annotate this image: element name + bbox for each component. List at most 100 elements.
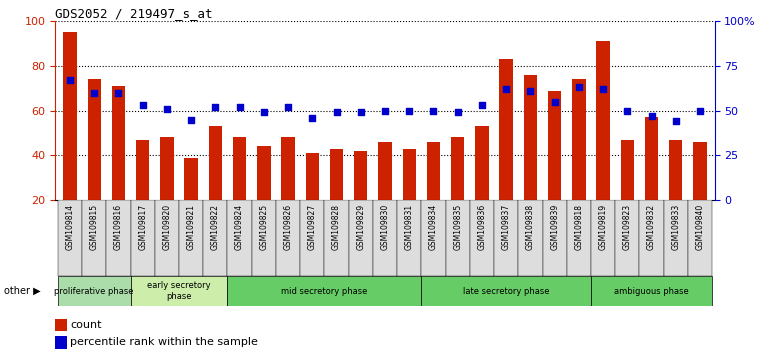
Bar	[55, 336, 67, 349]
Point	[670, 119, 682, 124]
Text: GSM109827: GSM109827	[308, 204, 316, 250]
Bar	[131, 200, 155, 276]
Text: GSM109833: GSM109833	[671, 204, 680, 250]
Text: GSM109840: GSM109840	[695, 204, 705, 250]
Bar	[112, 86, 125, 200]
Bar	[131, 276, 227, 306]
Text: GSM109834: GSM109834	[429, 204, 438, 250]
Bar	[88, 79, 101, 200]
Point	[476, 102, 488, 108]
Point	[427, 108, 440, 113]
Text: other ▶: other ▶	[4, 286, 41, 296]
Bar	[257, 147, 270, 200]
Point	[645, 113, 658, 119]
Text: proliferative phase: proliferative phase	[55, 287, 134, 296]
Text: GSM109831: GSM109831	[405, 204, 413, 250]
Bar	[354, 151, 367, 200]
Bar	[621, 140, 634, 200]
Point	[306, 115, 319, 121]
Text: GSM109823: GSM109823	[623, 204, 632, 250]
Bar	[209, 126, 222, 200]
Text: GDS2052 / 219497_s_at: GDS2052 / 219497_s_at	[55, 7, 213, 20]
Bar	[421, 200, 446, 276]
Bar	[373, 200, 397, 276]
Bar	[330, 149, 343, 200]
Bar	[572, 79, 585, 200]
Point	[112, 90, 125, 96]
Text: GSM109837: GSM109837	[502, 204, 511, 250]
Bar	[227, 276, 421, 306]
Bar	[203, 200, 227, 276]
Bar	[475, 126, 489, 200]
Bar	[664, 200, 688, 276]
Text: GSM109826: GSM109826	[283, 204, 293, 250]
Point	[573, 85, 585, 90]
Point	[597, 86, 609, 92]
Text: GSM109835: GSM109835	[454, 204, 462, 250]
Bar	[233, 137, 246, 200]
Bar	[155, 200, 179, 276]
Bar	[543, 200, 567, 276]
Bar	[397, 200, 421, 276]
Text: GSM109820: GSM109820	[162, 204, 172, 250]
Text: GSM109814: GSM109814	[65, 204, 75, 250]
Point	[451, 110, 464, 115]
Bar	[58, 276, 131, 306]
Bar	[252, 200, 276, 276]
Bar	[106, 200, 131, 276]
Point	[161, 106, 173, 112]
Text: GSM109830: GSM109830	[380, 204, 390, 250]
Point	[136, 102, 149, 108]
Bar	[518, 200, 543, 276]
Text: early secretory
phase: early secretory phase	[147, 281, 211, 301]
Bar	[227, 200, 252, 276]
Bar	[494, 200, 518, 276]
Bar	[639, 200, 664, 276]
Point	[621, 108, 634, 113]
Text: percentile rank within the sample: percentile rank within the sample	[70, 337, 258, 347]
Text: GSM109838: GSM109838	[526, 204, 535, 250]
Bar	[446, 200, 470, 276]
Bar	[597, 41, 610, 200]
Point	[403, 108, 415, 113]
Bar	[403, 149, 416, 200]
Text: GSM109824: GSM109824	[235, 204, 244, 250]
Bar	[378, 142, 392, 200]
Bar	[451, 137, 464, 200]
Point	[694, 108, 706, 113]
Bar	[300, 200, 324, 276]
Bar	[58, 200, 82, 276]
Point	[548, 99, 561, 104]
Bar	[82, 200, 106, 276]
Point	[524, 88, 537, 94]
Bar	[500, 59, 513, 200]
Bar	[160, 137, 173, 200]
Text: ambiguous phase: ambiguous phase	[614, 287, 689, 296]
Text: GSM109819: GSM109819	[598, 204, 608, 250]
Point	[379, 108, 391, 113]
Bar	[591, 200, 615, 276]
Bar	[591, 276, 712, 306]
Bar	[185, 158, 198, 200]
Text: count: count	[70, 320, 102, 330]
Text: GSM109839: GSM109839	[550, 204, 559, 250]
Point	[500, 86, 512, 92]
Bar	[281, 137, 295, 200]
Text: GSM109821: GSM109821	[186, 204, 196, 250]
Text: GSM109832: GSM109832	[647, 204, 656, 250]
Bar	[669, 140, 682, 200]
Text: late secretory phase: late secretory phase	[463, 287, 550, 296]
Bar	[688, 200, 712, 276]
Bar	[548, 91, 561, 200]
Bar	[179, 200, 203, 276]
Bar	[63, 33, 77, 200]
Text: GSM109828: GSM109828	[332, 204, 341, 250]
Bar	[645, 117, 658, 200]
Bar	[276, 200, 300, 276]
Point	[330, 110, 343, 115]
Point	[282, 104, 294, 110]
Bar	[524, 75, 537, 200]
Text: GSM109829: GSM109829	[357, 204, 365, 250]
Point	[64, 78, 76, 83]
Bar	[349, 200, 373, 276]
